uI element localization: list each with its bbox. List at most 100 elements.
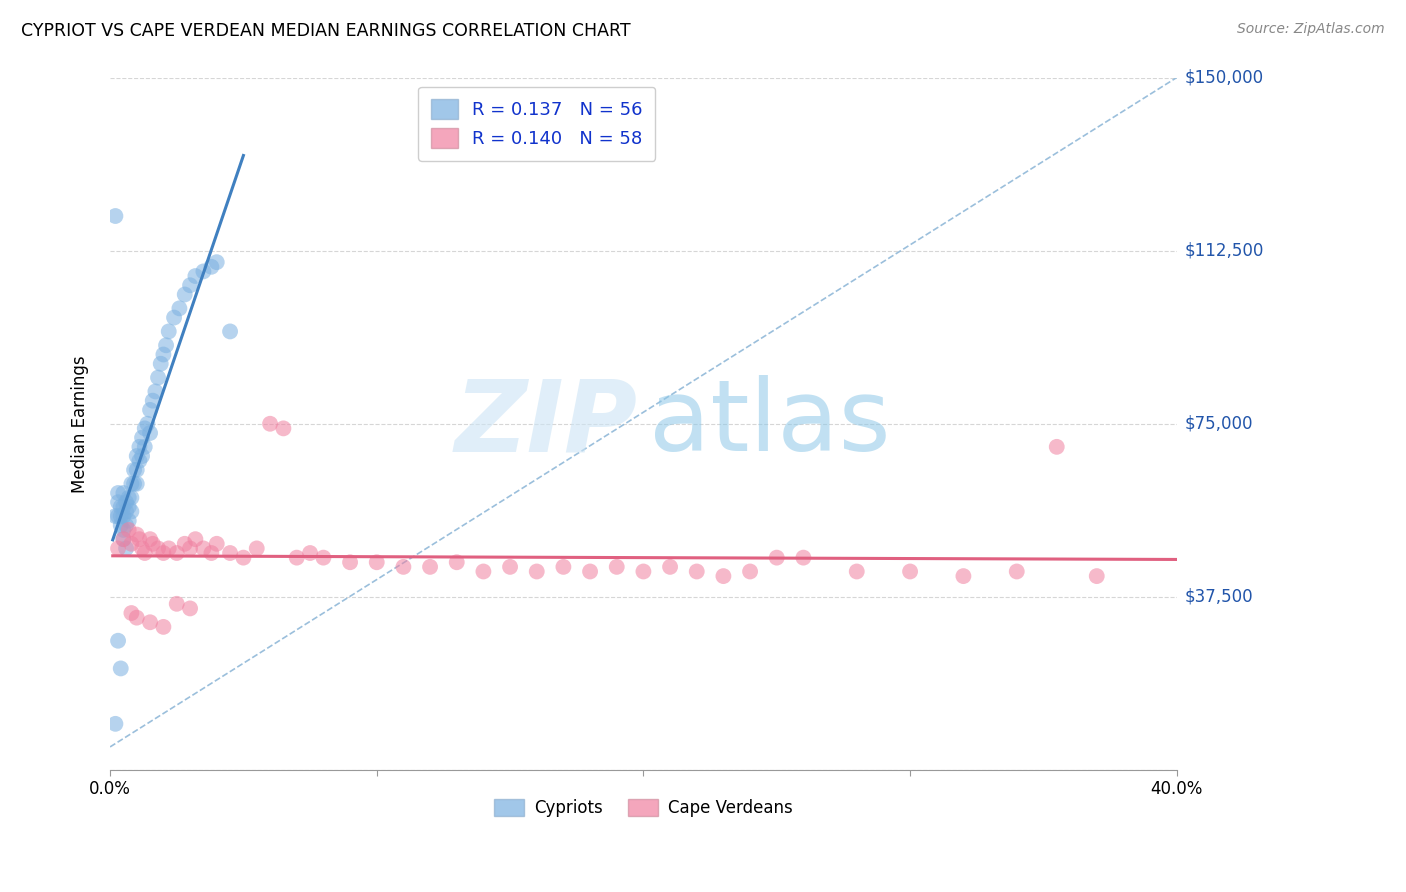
Point <box>845 565 868 579</box>
Point <box>157 541 180 556</box>
Point <box>139 425 162 440</box>
Point <box>193 541 215 556</box>
Point <box>107 495 129 509</box>
Point <box>134 421 156 435</box>
Point <box>104 209 127 223</box>
Point <box>107 509 129 524</box>
Point <box>792 550 814 565</box>
Point <box>446 555 468 569</box>
Text: $112,500: $112,500 <box>1185 242 1264 260</box>
Point <box>112 532 135 546</box>
Point <box>193 264 215 278</box>
Point <box>120 504 142 518</box>
Point <box>169 301 191 316</box>
Point <box>179 541 201 556</box>
Point <box>166 546 188 560</box>
Text: CYPRIOT VS CAPE VERDEAN MEDIAN EARNINGS CORRELATION CHART: CYPRIOT VS CAPE VERDEAN MEDIAN EARNINGS … <box>21 22 631 40</box>
Point <box>499 560 522 574</box>
Point <box>472 565 495 579</box>
Point <box>205 537 228 551</box>
Point <box>118 491 141 505</box>
Point <box>184 268 207 283</box>
Point <box>112 523 135 537</box>
Point <box>1005 565 1028 579</box>
Legend: Cypriots, Cape Verdeans: Cypriots, Cape Verdeans <box>488 792 800 824</box>
Point <box>107 486 129 500</box>
Point <box>157 325 180 339</box>
Point <box>219 325 242 339</box>
Point <box>128 532 150 546</box>
Point <box>526 565 548 579</box>
Point <box>898 565 921 579</box>
Point <box>131 449 153 463</box>
Point <box>125 610 148 624</box>
Point <box>173 287 195 301</box>
Point <box>131 431 153 445</box>
Point <box>1085 569 1108 583</box>
Point <box>312 550 335 565</box>
Text: Source: ZipAtlas.com: Source: ZipAtlas.com <box>1237 22 1385 37</box>
Point <box>259 417 281 431</box>
Point <box>952 569 974 583</box>
Point <box>110 509 132 524</box>
Point <box>419 560 441 574</box>
Text: $75,000: $75,000 <box>1185 415 1254 433</box>
Point <box>659 560 682 574</box>
Point <box>392 560 415 574</box>
Point <box>738 565 761 579</box>
Point <box>219 546 242 560</box>
Text: ZIP: ZIP <box>456 376 638 472</box>
Text: $37,500: $37,500 <box>1185 588 1254 606</box>
Point <box>104 509 127 524</box>
Point <box>173 537 195 551</box>
Point <box>139 615 162 630</box>
Point <box>125 449 148 463</box>
Point <box>155 338 177 352</box>
Point <box>142 393 165 408</box>
Point <box>273 421 295 435</box>
Point <box>122 463 145 477</box>
Point <box>232 550 254 565</box>
Point <box>1046 440 1069 454</box>
Point <box>125 463 148 477</box>
Point <box>107 633 129 648</box>
Point <box>139 403 162 417</box>
Point <box>118 523 141 537</box>
Point <box>142 537 165 551</box>
Point <box>166 597 188 611</box>
Point <box>120 476 142 491</box>
Point <box>299 546 322 560</box>
Point <box>115 504 138 518</box>
Point <box>163 310 186 325</box>
Point <box>205 255 228 269</box>
Point <box>579 565 602 579</box>
Point <box>145 384 167 399</box>
Point <box>200 546 222 560</box>
Point <box>118 500 141 514</box>
Point <box>110 518 132 533</box>
Point <box>125 476 148 491</box>
Point <box>134 440 156 454</box>
Point <box>146 370 169 384</box>
Point <box>112 500 135 514</box>
Y-axis label: Median Earnings: Median Earnings <box>72 355 89 492</box>
Point <box>246 541 269 556</box>
Point <box>713 569 735 583</box>
Point <box>112 486 135 500</box>
Point <box>104 716 127 731</box>
Point <box>136 417 159 431</box>
Point <box>112 509 135 524</box>
Point <box>128 440 150 454</box>
Point <box>285 550 308 565</box>
Point <box>152 347 174 361</box>
Point <box>152 620 174 634</box>
Point <box>120 537 142 551</box>
Point <box>134 546 156 560</box>
Point <box>339 555 361 569</box>
Point <box>120 606 142 620</box>
Point <box>200 260 222 274</box>
Point <box>184 532 207 546</box>
Point <box>152 546 174 560</box>
Point <box>120 491 142 505</box>
Point <box>179 278 201 293</box>
